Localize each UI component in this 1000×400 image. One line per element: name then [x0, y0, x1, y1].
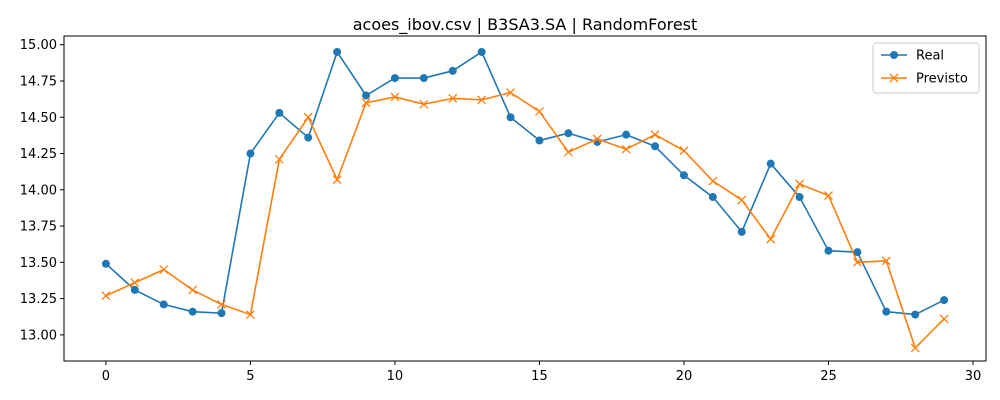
x-tick-label: 0 [102, 369, 110, 384]
data-point-real [101, 259, 110, 268]
data-point-real [477, 47, 486, 56]
chart-title: acoes_ibov.csv | B3SA3.SA | RandomForest [353, 15, 698, 35]
data-point-previsto [563, 147, 573, 157]
plot-area [63, 35, 987, 362]
series-line-previsto [105, 91, 945, 350]
data-point-real [622, 130, 631, 139]
data-point-previsto [245, 310, 255, 320]
x-tick-label: 25 [820, 369, 837, 384]
data-point-previsto [448, 93, 458, 103]
y-tick-label: 14.75 [20, 74, 57, 89]
legend-marker-real [890, 51, 898, 59]
data-point-real [853, 248, 862, 257]
data-point-real [246, 149, 255, 158]
data-point-previsto [939, 314, 949, 324]
data-point-real [448, 66, 457, 75]
y-tick-label: 13.00 [20, 328, 57, 343]
data-point-real [911, 310, 920, 319]
data-point-previsto [303, 112, 313, 122]
legend-label-previsto: Previsto [916, 72, 968, 87]
data-point-real [333, 47, 342, 56]
data-point-previsto [477, 95, 487, 105]
data-point-previsto [130, 278, 140, 288]
data-point-real [188, 307, 197, 316]
data-point-real [506, 113, 515, 122]
data-point-real [824, 246, 833, 255]
y-tick-label: 13.50 [20, 256, 57, 271]
data-point-previsto [101, 291, 111, 301]
series-previsto [101, 88, 949, 353]
data-point-previsto [708, 176, 718, 186]
x-tick-label: 20 [676, 369, 693, 384]
legend-marker-previsto [889, 73, 899, 83]
series-layer [101, 47, 949, 353]
data-point-real [419, 74, 428, 83]
data-point-real [275, 108, 284, 117]
data-point-real [362, 91, 371, 100]
data-point-previsto [419, 99, 429, 109]
y-tick-label: 15.00 [20, 38, 57, 53]
data-point-previsto [217, 299, 226, 309]
series-real [101, 47, 949, 319]
data-point-real [766, 159, 775, 168]
data-point-real [795, 193, 804, 202]
legend: Real Previsto [872, 42, 980, 94]
data-point-previsto [592, 134, 602, 144]
data-point-real [651, 142, 660, 151]
series-line-real [105, 50, 945, 316]
data-point-previsto [679, 146, 689, 156]
data-point-real [679, 171, 688, 180]
legend-item-previsto: Previsto [881, 72, 968, 87]
data-point-real [737, 227, 746, 236]
data-point-previsto [332, 175, 342, 185]
data-point-previsto [506, 88, 516, 98]
data-point-previsto [737, 195, 747, 205]
x-tick-label: 15 [531, 369, 548, 384]
data-point-previsto [159, 265, 169, 275]
data-point-previsto [766, 234, 776, 244]
data-point-real [564, 129, 573, 138]
data-point-real [304, 133, 313, 142]
data-point-real [535, 136, 544, 145]
x-tick-label: 5 [246, 369, 254, 384]
data-point-previsto [910, 343, 920, 353]
data-point-previsto [361, 98, 371, 108]
data-point-previsto [852, 257, 862, 267]
data-point-real [940, 296, 949, 305]
data-point-real [159, 300, 168, 309]
legend-item-real: Real [881, 49, 944, 64]
data-point-real [882, 307, 891, 316]
data-point-previsto [188, 285, 198, 295]
data-point-previsto [650, 130, 660, 140]
data-point-real [390, 74, 399, 83]
y-tick-label: 14.00 [20, 183, 57, 198]
data-point-previsto [881, 256, 891, 266]
data-point-real [130, 285, 139, 294]
y-axis: 13.00 13.25 13.50 13.75 14.00 14.25 14.50 14.75… [20, 38, 64, 343]
data-point-real [708, 193, 717, 202]
data-point-previsto [534, 106, 544, 116]
data-point-previsto [274, 154, 284, 164]
x-axis: 0 5 10 15 20 25 30 [102, 361, 981, 384]
y-tick-label: 13.25 [20, 292, 57, 307]
data-point-real [217, 309, 226, 318]
x-tick-label: 30 [965, 369, 982, 384]
y-tick-label: 13.75 [20, 220, 57, 235]
x-tick-label: 10 [387, 369, 404, 384]
data-point-previsto [390, 92, 400, 102]
data-point-previsto [824, 191, 833, 201]
legend-label-real: Real [916, 49, 944, 64]
y-tick-label: 14.25 [20, 147, 57, 162]
data-point-previsto [795, 179, 805, 189]
data-point-previsto [621, 144, 631, 154]
y-tick-label: 14.50 [20, 111, 57, 126]
